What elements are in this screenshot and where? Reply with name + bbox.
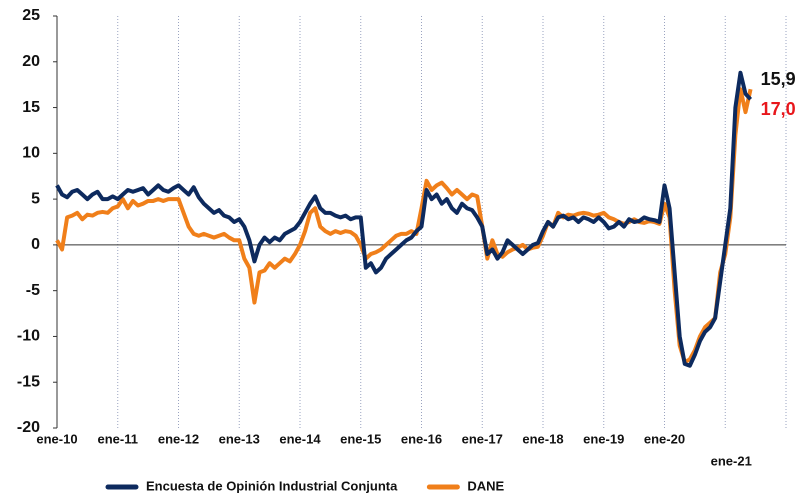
y-tick-label: 10 (22, 145, 40, 162)
legend-label: DANE (467, 478, 504, 493)
x-tick-label: ene-12 (158, 431, 199, 446)
y-tick-label: 25 (22, 7, 40, 24)
legend-label: Encuesta de Opinión Industrial Conjunta (146, 478, 398, 493)
y-tick-label: 0 (31, 236, 40, 253)
line-series (55, 87, 753, 365)
y-tick-label: 5 (31, 190, 40, 207)
value-label: 17,0 (761, 99, 796, 119)
y-tick-label: 15 (22, 99, 40, 116)
x-tick-label: ene-21 (711, 453, 752, 468)
value-label: 15,9 (761, 69, 796, 89)
y-tick-label: -10 (17, 328, 40, 345)
y-tick-label: 20 (22, 53, 40, 70)
x-tick-label: ene-17 (462, 431, 503, 446)
x-tick-label: ene-10 (36, 431, 77, 446)
y-tick-label: -5 (26, 282, 40, 299)
x-tick-label: ene-11 (98, 431, 138, 446)
x-tick-label: ene-16 (401, 431, 442, 446)
x-tick-label: ene-14 (279, 431, 321, 446)
x-tick-label: ene-13 (219, 431, 260, 446)
x-tick-label: ene-18 (522, 431, 563, 446)
y-tick-label: -15 (17, 373, 40, 390)
x-tick-label: ene-20 (644, 431, 685, 446)
line-series (55, 70, 753, 368)
y-tick-label: -20 (17, 419, 40, 436)
x-tick-label: ene-15 (340, 431, 381, 446)
x-tick-label: ene-19 (583, 431, 624, 446)
